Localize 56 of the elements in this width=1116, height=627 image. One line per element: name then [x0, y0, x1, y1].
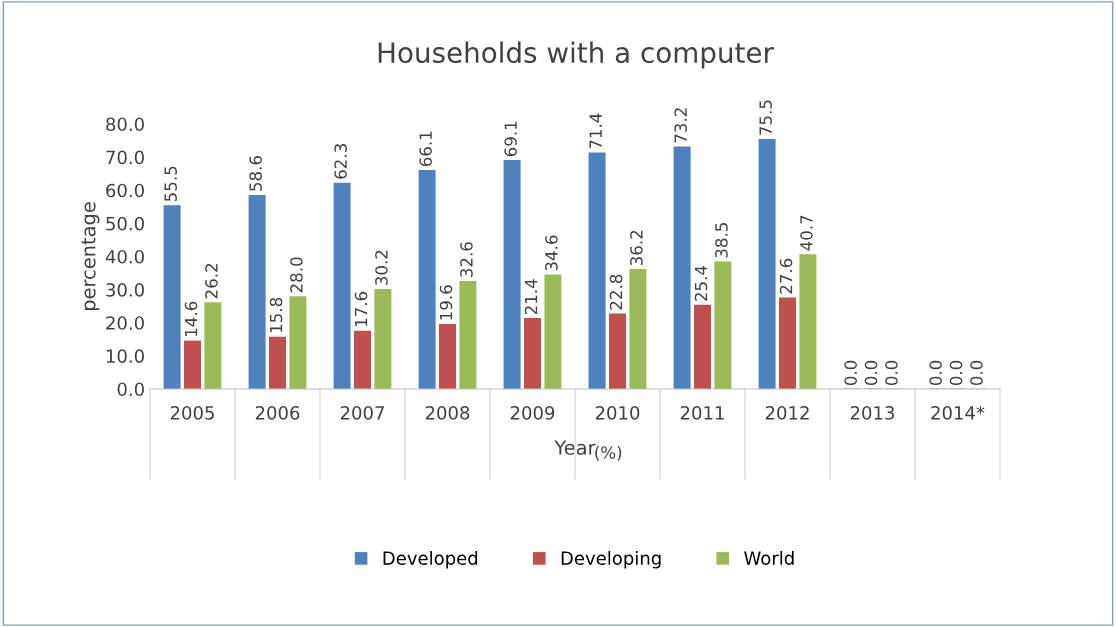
y-tick-label: 70.0	[106, 150, 144, 165]
data-label: 22.8	[609, 274, 623, 310]
y-tick-label: 30.0	[106, 283, 144, 297]
x-tick-label: 2008	[425, 405, 470, 420]
data-label: 32.6	[460, 242, 473, 277]
data-label: 40.7	[800, 215, 813, 251]
x-tick-label: 2010	[595, 405, 640, 420]
chart-title: Households with a computer	[378, 41, 774, 69]
data-label: 15.8	[269, 297, 283, 333]
x-tick-label: 2009	[510, 405, 555, 420]
data-label: 0.0	[885, 360, 898, 386]
data-label: 73.2	[674, 108, 687, 143]
y-tick-label: 40.0	[105, 249, 144, 264]
x-tick-label: 2007	[340, 405, 384, 420]
y-tick-label: 60.0	[106, 183, 144, 198]
data-label: 30.2	[375, 250, 388, 285]
x-tick-label: 2011	[680, 405, 724, 420]
data-label: 75.5	[759, 100, 772, 135]
data-label: 38.5	[715, 223, 728, 258]
data-label: 28.0	[290, 257, 303, 293]
data-label: 66.1	[419, 131, 432, 167]
x-tick-label: 2013	[850, 405, 895, 420]
legend-label: World	[744, 551, 794, 565]
y-axis-title: percentage	[81, 202, 100, 311]
data-label: 62.3	[334, 144, 347, 179]
x-tick-label: 2005	[170, 405, 214, 420]
data-label: 71.4	[589, 113, 602, 149]
y-tick-label: 0.0	[117, 382, 144, 397]
x-axis-title: Year	[554, 440, 596, 455]
y-tick-label: 20.0	[106, 316, 144, 330]
data-label: 21.4	[524, 279, 538, 315]
y-tick-label: 50.0	[106, 216, 144, 231]
data-label: 36.2	[630, 230, 643, 266]
data-label: 0.0	[949, 360, 963, 386]
data-label: 0.0	[844, 360, 857, 386]
x-tick-label: 2012	[765, 405, 809, 420]
data-label: 0.0	[929, 360, 942, 386]
x-tick-label: 2014*	[931, 405, 985, 420]
data-label: 0.0	[864, 360, 878, 386]
text: (%)	[595, 445, 622, 461]
data-label: 0.0	[970, 360, 983, 386]
data-label: 19.6	[439, 285, 453, 320]
data-label: 14.6	[184, 301, 198, 337]
data-label: 58.6	[249, 156, 262, 191]
data-label: 34.6	[545, 235, 558, 271]
y-tick-label: 10.0	[106, 349, 144, 363]
data-label: 25.4	[694, 265, 708, 301]
data-label: 26.2	[205, 263, 218, 299]
x-tick-label: 2006	[255, 405, 300, 420]
legend-label: Developed	[383, 551, 478, 569]
data-label: 69.1	[504, 121, 517, 157]
legend-label: Developing	[561, 551, 661, 569]
data-label: 17.6	[354, 291, 368, 327]
data-label: 27.6	[779, 258, 793, 294]
data-label: 55.5	[164, 166, 177, 202]
y-tick-label: 80.0	[106, 117, 144, 132]
